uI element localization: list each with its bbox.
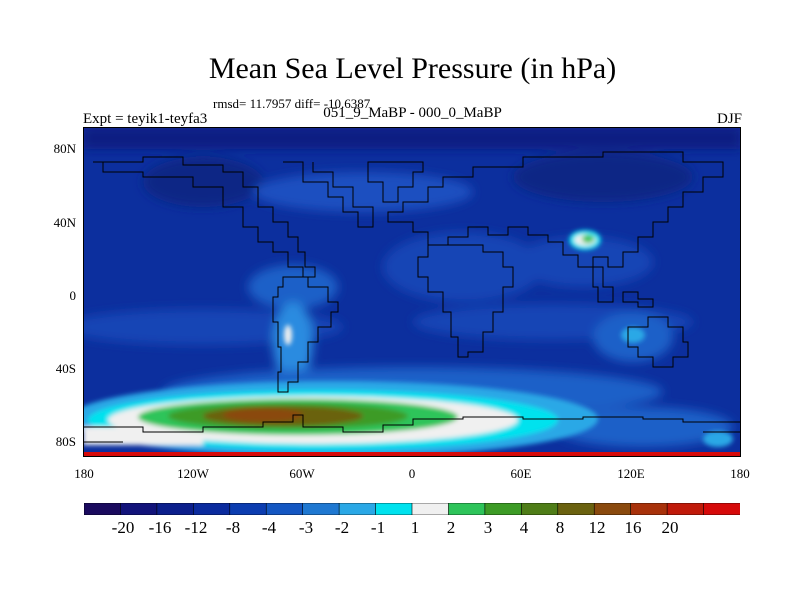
colorbar-swatch: [193, 503, 231, 515]
colorbar-swatch: [448, 503, 486, 515]
colorbar-swatch: [484, 503, 523, 515]
colorbar-label: -12: [184, 518, 208, 537]
colorbar-swatch: [338, 503, 377, 515]
colorbar-label: -3: [298, 518, 314, 537]
lat-label-0: 0: [69, 288, 77, 303]
pressure-field: [83, 127, 741, 457]
chart-title: Mean Sea Level Pressure (in hPa): [208, 52, 617, 85]
colorbar-swatch: [703, 503, 740, 515]
lon-label-0: 0: [408, 466, 416, 481]
colorbar-swatch: [630, 503, 668, 515]
colorbar-label: -16: [148, 518, 172, 537]
lon-label-120e: 120E: [617, 466, 645, 481]
colorbar-swatch: [84, 503, 122, 515]
colorbar-label: 1: [410, 518, 420, 537]
colorbar: [84, 503, 740, 515]
lon-label-180-west: 180: [74, 466, 94, 481]
experiment-label: Expt = teyik1-teyfa3: [83, 111, 208, 127]
map-plot: [83, 127, 741, 457]
lon-label-120w: 120W: [177, 466, 209, 481]
period-label: 051_9_MaBP - 000_0_MaBP: [323, 105, 502, 121]
colorbar-label: 20: [661, 518, 679, 537]
colorbar-label: 16: [624, 518, 642, 537]
colorbar-swatch: [666, 503, 705, 515]
colorbar-swatch: [375, 503, 413, 515]
colorbar-label: -1: [370, 518, 386, 537]
colorbar-swatch: [302, 503, 340, 515]
colorbar-label: 2: [446, 518, 456, 537]
colorbar-label: 12: [588, 518, 606, 537]
colorbar-label: -20: [111, 518, 135, 537]
colorbar-label: 8: [555, 518, 565, 537]
season-label: DJF: [716, 111, 742, 127]
coastlines: [83, 151, 741, 443]
colorbar-label: -2: [334, 518, 350, 537]
lon-label-180-east: 180: [730, 466, 750, 481]
lat-label-80s: 80S: [55, 434, 76, 449]
colorbar-swatch: [120, 503, 158, 515]
stats-label: rmsd= 11.7957 diff= -10.6387: [213, 96, 371, 111]
colorbar-label: 4: [519, 518, 529, 537]
lat-label-40n: 40N: [53, 215, 76, 230]
lat-label-80n: 80N: [53, 141, 76, 156]
colorbar-swatch: [156, 503, 195, 515]
colorbar-label: -4: [261, 518, 277, 537]
colorbar-label: -8: [225, 518, 241, 537]
colorbar-swatch: [229, 503, 268, 515]
lat-label-40s: 40S: [55, 361, 76, 376]
colorbar-swatch: [411, 503, 450, 515]
lon-label-60w: 60W: [289, 466, 315, 481]
colorbar-swatch: [265, 503, 304, 515]
colorbar-label: 3: [483, 518, 493, 537]
colorbar-swatch: [557, 503, 596, 515]
lon-label-60e: 60E: [510, 466, 532, 481]
colorbar-swatch: [521, 503, 559, 515]
colorbar-swatch: [593, 503, 632, 515]
